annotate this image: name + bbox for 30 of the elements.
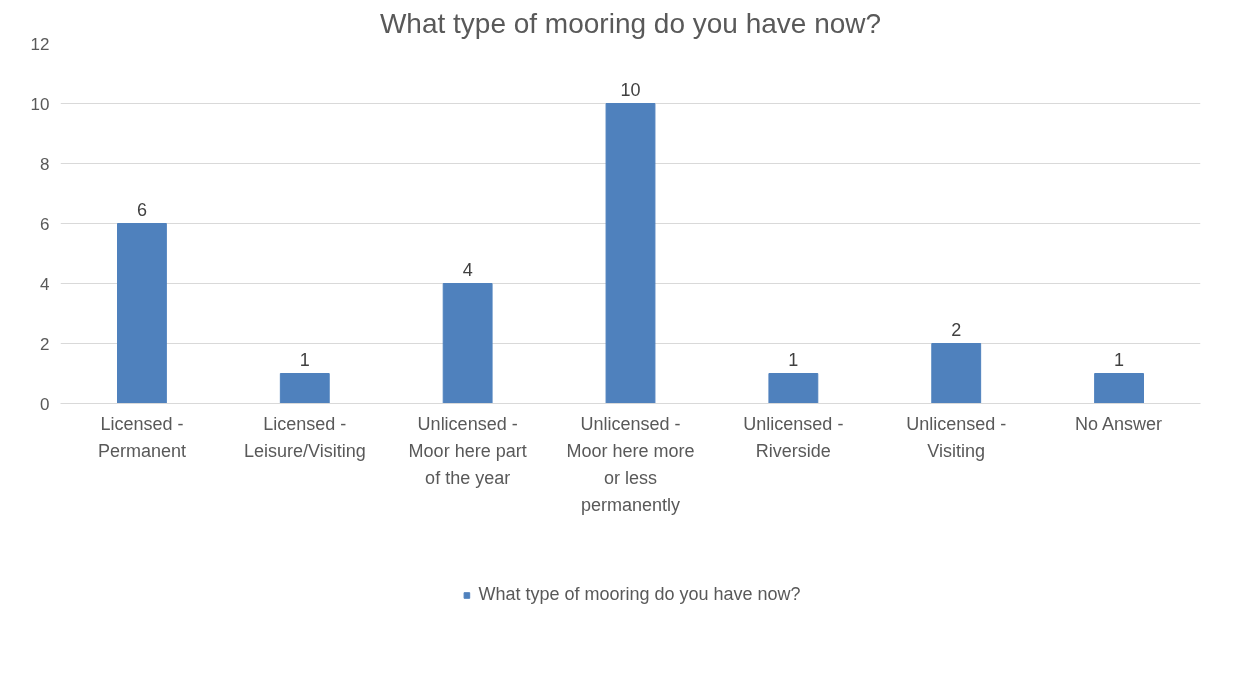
data-label: 2 — [951, 319, 962, 340]
bar — [442, 283, 493, 404]
y-tick-label: 2 — [40, 334, 50, 354]
x-tick-label: Unlicensed - Riverside — [743, 413, 844, 461]
data-label: 1 — [299, 349, 310, 370]
bar — [279, 373, 330, 404]
x-tick-label: Unlicensed - Moor here more or less permanently — [566, 413, 695, 515]
y-tick-label: 4 — [40, 274, 50, 294]
data-label: 6 — [136, 199, 147, 220]
bar — [931, 343, 982, 404]
y-tick-label: 0 — [40, 394, 50, 414]
legend-label: What type of mooring do you have now? — [478, 584, 801, 605]
y-tick-label: 12 — [30, 34, 50, 54]
x-tick-label: Unlicensed - Moor here part of the year — [408, 413, 527, 488]
bar — [117, 223, 167, 404]
y-tick-label: 6 — [40, 214, 50, 234]
y-tick-label: 8 — [40, 154, 50, 174]
x-tick-label: Unlicensed - Visiting — [906, 413, 1007, 461]
chart-title: What type of mooring do you have now? — [379, 7, 882, 39]
bar — [605, 103, 656, 404]
bar — [1094, 373, 1144, 404]
x-tick-label: No Answer — [1075, 413, 1163, 434]
data-label: 4 — [462, 259, 473, 280]
data-label: 1 — [788, 349, 799, 370]
x-tick-label: Licensed - Leisure/Visiting — [243, 413, 366, 461]
bar — [768, 373, 819, 404]
data-label: 1 — [1114, 349, 1125, 370]
y-tick-label: 10 — [30, 94, 50, 114]
data-label: 10 — [620, 79, 641, 100]
x-tick-label: Licensed - Permanent — [97, 413, 186, 461]
